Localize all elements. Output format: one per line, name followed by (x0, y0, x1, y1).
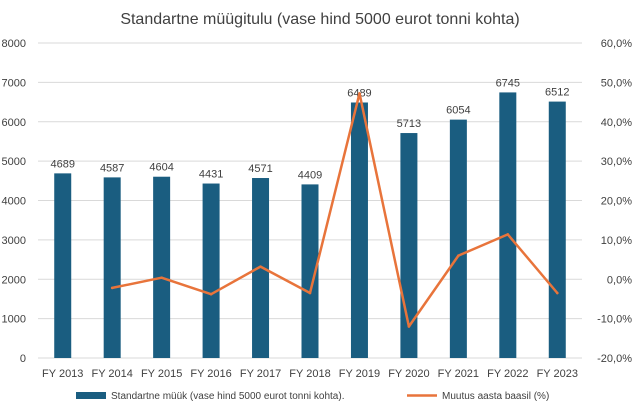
bar-data-label: 6054 (446, 105, 470, 117)
line-series (110, 92, 559, 328)
line-path (110, 92, 559, 328)
x-tick-label: FY 2014 (91, 368, 132, 380)
y-right-tick-label: 0,0% (607, 274, 632, 286)
bar (350, 102, 368, 358)
y-right-tick-label: 40,0% (601, 117, 632, 129)
x-tick-label: FY 2018 (289, 368, 330, 380)
line-point (506, 233, 510, 236)
y-left-tick-label: 2000 (2, 274, 26, 286)
bar-data-label: 4431 (199, 169, 223, 181)
line-point (259, 265, 262, 268)
x-tick-label: FY 2020 (388, 368, 429, 380)
x-tick-label: FY 2016 (190, 368, 231, 380)
bar (548, 101, 566, 358)
legend-label-line: Muutus aasta baasil (%) (442, 391, 549, 402)
bar (449, 119, 467, 358)
bar-data-label: 4587 (100, 162, 124, 174)
line-point (110, 286, 114, 290)
legend: Standartne müük (vase hind 5000 eurot to… (76, 391, 549, 402)
y-right-tick-label: -10,0% (597, 314, 632, 326)
legend-swatch-bar (76, 392, 106, 399)
x-tick-label: FY 2019 (339, 368, 380, 380)
line-point (308, 291, 312, 295)
bar (153, 176, 171, 358)
y-right-tick-label: -20,0% (597, 353, 632, 365)
bar-data-label: 6512 (545, 87, 569, 99)
line-point (457, 254, 460, 257)
bar (103, 177, 121, 358)
x-tick-label: FY 2021 (438, 368, 479, 380)
y-left-tick-label: 5000 (2, 156, 26, 168)
bar (54, 173, 72, 358)
y-right-tick-label: 10,0% (601, 235, 632, 247)
y-left-tick-label: 3000 (2, 235, 26, 247)
bar-data-label: 4604 (149, 162, 173, 174)
line-point (358, 92, 361, 95)
x-tick-label: FY 2017 (240, 368, 281, 380)
x-tick-label: FY 2015 (141, 368, 182, 380)
left-axis: 0 1000 2000 3000 4000 5000 6000 7000 8000 (2, 38, 26, 365)
bar (202, 183, 220, 358)
line-point (209, 292, 213, 296)
y-left-tick-label: 4000 (2, 196, 26, 208)
chart-title: Standartne müügitulu (vase hind 5000 eur… (120, 11, 519, 28)
bar-data-label: 5713 (397, 118, 421, 130)
y-right-tick-label: 60,0% (601, 38, 632, 50)
y-right-tick-label: 30,0% (601, 156, 632, 168)
x-tick-label: FY 2013 (42, 368, 83, 380)
y-left-tick-label: 0 (20, 353, 26, 365)
bar-data-label: 4409 (298, 169, 322, 181)
legend-label-bar: Standartne müük (vase hind 5000 eurot to… (111, 391, 344, 402)
bar-data-label: 4571 (248, 163, 272, 175)
line-point (407, 325, 411, 328)
x-axis: FY 2013 FY 2014 FY 2015 FY 2016 FY 2017 FY 20… (42, 368, 578, 380)
bar-data-label: 4689 (50, 158, 74, 170)
bar (499, 92, 517, 359)
right-axis: -20,0% -10,0% 0,0% 10,0% 20,0% 30,0% 40,0% 50,0… (597, 38, 632, 365)
y-left-tick-label: 7000 (2, 77, 26, 89)
y-left-tick-label: 6000 (2, 117, 26, 129)
y-left-tick-label: 1000 (2, 314, 26, 326)
x-tick-label: FY 2023 (537, 368, 578, 380)
line-point (555, 291, 559, 295)
line-point (160, 276, 163, 279)
bar-data-label: 6745 (496, 77, 520, 89)
y-left-tick-label: 8000 (2, 38, 26, 50)
y-right-tick-label: 20,0% (601, 196, 632, 208)
y-right-tick-label: 50,0% (601, 77, 632, 89)
bar (301, 184, 319, 358)
x-tick-label: FY 2022 (487, 368, 528, 380)
